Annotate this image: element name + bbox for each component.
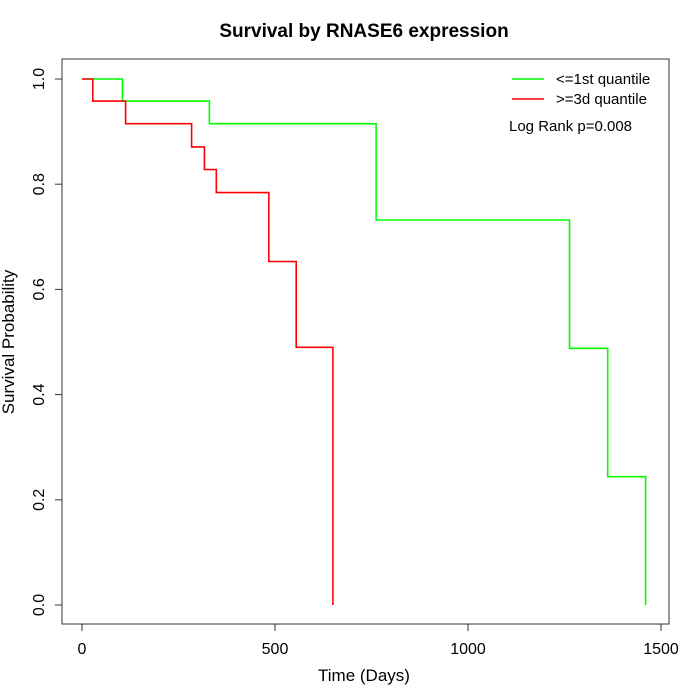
chart-title: Survival by RNASE6 expression xyxy=(219,21,508,42)
x-tick-label: 1500 xyxy=(643,641,679,658)
y-tick-label: 0.0 xyxy=(31,594,48,616)
high-expression-curve xyxy=(82,78,334,605)
x-tick-label: 0 xyxy=(78,641,87,658)
x-tick-label: 500 xyxy=(262,641,289,658)
y-tick-label: 1.0 xyxy=(31,68,48,90)
x-axis: 0 500 1000 1500 xyxy=(78,623,679,658)
x-axis-label: Time (Days) xyxy=(318,666,410,685)
legend: <=1st quantile >=3d quantile xyxy=(512,71,650,108)
y-tick-label: 0.4 xyxy=(31,383,48,405)
low-expression-curve xyxy=(82,78,647,605)
y-axis-label: Survival Probability xyxy=(0,269,18,414)
x-tick-label: 1000 xyxy=(450,641,486,658)
legend-label: <=1st quantile xyxy=(556,71,650,88)
y-tick-label: 0.6 xyxy=(31,278,48,300)
y-tick-label: 0.2 xyxy=(31,489,48,511)
plot-frame xyxy=(61,58,670,625)
legend-label: >=3d quantile xyxy=(556,91,647,108)
survival-curves xyxy=(82,78,647,605)
y-tick-label: 0.8 xyxy=(31,173,48,195)
y-axis: 0.0 0.2 0.4 0.6 0.8 1.0 xyxy=(31,68,63,616)
log-rank-annotation: Log Rank p=0.008 xyxy=(509,118,632,135)
